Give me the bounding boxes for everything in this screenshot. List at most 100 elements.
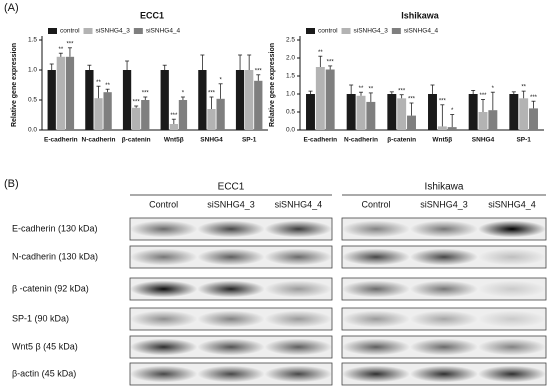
x-tick-label: SNHG4 xyxy=(472,137,495,144)
bar xyxy=(198,70,207,130)
bar xyxy=(94,98,103,130)
blot-band xyxy=(342,310,410,328)
significance: *** xyxy=(170,113,178,119)
bar xyxy=(178,100,188,130)
significance: *** xyxy=(439,98,447,104)
bar xyxy=(169,124,178,130)
x-tick-label: Wnt5β xyxy=(164,137,184,144)
y-tick-label: 0.5 xyxy=(286,109,295,116)
x-tick-label: β-catenin xyxy=(122,137,151,144)
blot-band xyxy=(478,338,546,356)
legend-label: siSNHG4_4 xyxy=(404,28,439,35)
blot-band xyxy=(264,338,333,356)
blot-band xyxy=(130,365,198,383)
blot-row-label: E-cadherin (130 kDa) xyxy=(12,223,98,233)
bar xyxy=(488,110,498,130)
bar xyxy=(141,100,150,130)
blot-band xyxy=(342,338,410,356)
significance: *** xyxy=(530,95,538,101)
blot-band xyxy=(342,280,410,298)
legend-label: siSNHG4_4 xyxy=(146,28,181,35)
panel-label: (B) xyxy=(4,178,19,190)
significance: ** xyxy=(369,86,374,92)
blot-band xyxy=(478,280,546,298)
blot-column-label: siSNHG4_3 xyxy=(420,199,468,209)
bar xyxy=(428,94,437,130)
blot-band xyxy=(264,248,333,266)
blot-row-label: β -catenin (92 kDa) xyxy=(12,283,89,293)
blot-band xyxy=(197,365,265,383)
bar xyxy=(235,70,245,130)
bar xyxy=(132,107,141,130)
chart-title: ECC1 xyxy=(140,10,164,20)
blot-band xyxy=(478,310,546,328)
bar xyxy=(346,94,356,130)
bar xyxy=(245,70,254,130)
legend-label: siSNHG4_3 xyxy=(354,28,389,35)
blot-band xyxy=(342,248,410,266)
significance: * xyxy=(219,77,222,83)
bar xyxy=(47,70,56,130)
y-tick-label: 2.0 xyxy=(286,55,295,62)
x-tick-label: SP-1 xyxy=(242,137,257,144)
cell-line-label: ECC1 xyxy=(218,182,245,193)
significance: *** xyxy=(479,93,487,99)
significance: *** xyxy=(66,41,74,47)
bar xyxy=(122,70,132,130)
legend-swatch xyxy=(83,28,93,34)
significance: ** xyxy=(58,47,63,53)
significance: * xyxy=(492,86,495,92)
bar xyxy=(468,94,478,130)
blot-band xyxy=(130,310,198,328)
bar xyxy=(216,98,225,130)
bar xyxy=(315,67,325,130)
bar xyxy=(366,101,376,130)
bar xyxy=(437,126,447,130)
significance: *** xyxy=(133,100,141,106)
x-tick-label: E-cadherin xyxy=(304,137,338,144)
blot-band xyxy=(410,220,478,238)
blot-band xyxy=(197,338,265,356)
significance: *** xyxy=(398,88,406,94)
bar xyxy=(387,94,397,130)
blot-band xyxy=(478,248,546,266)
x-tick-label: SP-1 xyxy=(516,137,531,144)
bar xyxy=(207,109,216,130)
blot-row-label: N-cadherin (130 kDa) xyxy=(12,251,98,261)
bar xyxy=(103,92,112,130)
legend-swatch xyxy=(48,28,57,34)
blot-row-label: β-actin (45 kDa) xyxy=(12,368,76,378)
bar xyxy=(509,94,519,130)
legend-swatch xyxy=(391,28,401,34)
blot-row-label: Wnt5 β (45 kDa) xyxy=(12,341,78,351)
blot-band xyxy=(410,365,478,383)
blot-band xyxy=(264,365,333,383)
significance: *** xyxy=(408,97,416,103)
significance: ** xyxy=(359,86,364,92)
x-tick-label: Wnt5β xyxy=(432,137,452,144)
y-tick-label: 1.5 xyxy=(286,73,295,80)
blot-band xyxy=(478,365,546,383)
significance: ** xyxy=(521,85,526,91)
x-tick-label: E-cadherin xyxy=(44,137,78,144)
legend-label: control xyxy=(60,28,80,35)
bar xyxy=(519,98,529,130)
x-tick-label: N-cadherin xyxy=(344,137,378,144)
blot-band xyxy=(410,310,478,328)
legend-swatch xyxy=(341,28,351,34)
bar xyxy=(160,70,169,130)
y-tick-label: 1.5 xyxy=(28,37,37,44)
bar xyxy=(529,108,538,130)
bar xyxy=(325,69,335,130)
bar xyxy=(356,95,366,130)
blot-band xyxy=(342,365,410,383)
blot-band xyxy=(410,280,478,298)
legend-label: siSNHG4_3 xyxy=(96,28,131,35)
significance: * xyxy=(182,91,185,97)
significance: *** xyxy=(255,68,263,74)
blot-band xyxy=(197,220,265,238)
bar xyxy=(306,94,315,130)
bar xyxy=(56,56,65,130)
blot-band xyxy=(410,248,478,266)
blot-band xyxy=(130,280,198,298)
